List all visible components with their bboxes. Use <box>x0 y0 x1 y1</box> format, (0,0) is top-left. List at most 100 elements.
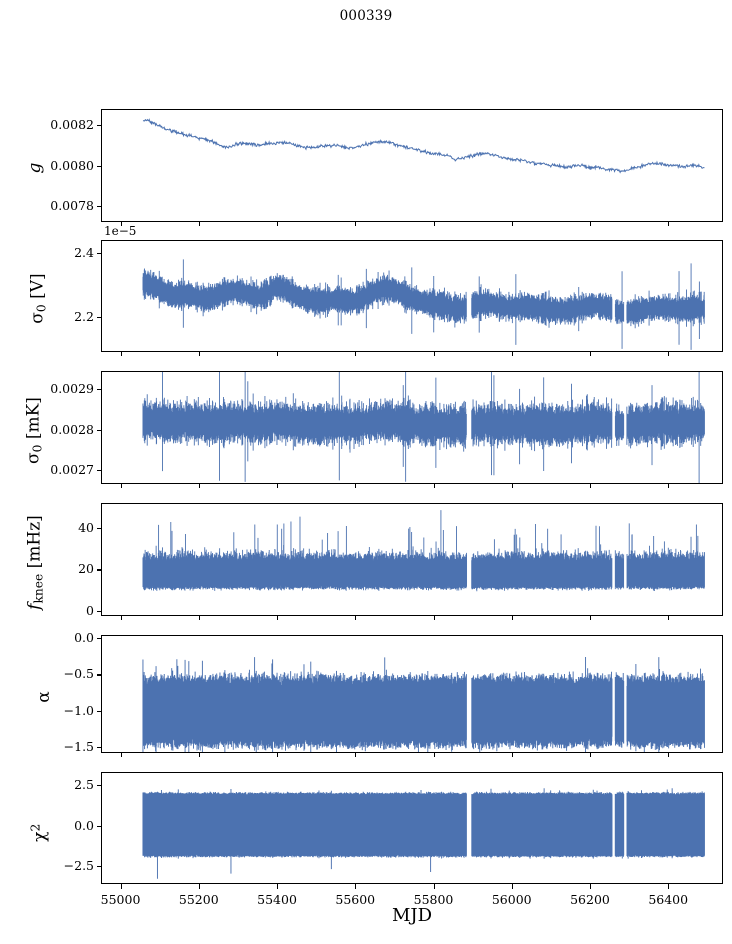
x-tick-mark <box>277 884 279 889</box>
x-tick-mark-minor <box>511 616 513 620</box>
panel-plot <box>102 372 722 483</box>
x-tick-mark-minor <box>433 352 435 356</box>
x-tick-mark-minor <box>355 616 357 620</box>
x-tick-mark-minor <box>589 753 592 757</box>
x-tick-mark-minor <box>668 484 670 488</box>
x-tick-mark-minor <box>120 753 122 757</box>
y-tick-label: 0.0082 <box>50 117 94 133</box>
x-tick-mark-minor <box>355 222 357 226</box>
x-tick-mark <box>668 884 670 889</box>
x-tick-label: 56200 <box>570 892 610 907</box>
y-tick-label: 2.5 <box>74 776 94 792</box>
y-tick-label: 0.0028 <box>50 421 94 437</box>
y-tick-mark <box>97 469 101 472</box>
x-tick-mark-minor <box>589 222 592 226</box>
panel-alpha <box>101 635 723 753</box>
data-band-sigma0-volts <box>143 259 705 350</box>
x-tick-mark-minor <box>198 753 200 757</box>
y-tick-label: 20 <box>78 561 94 577</box>
panel-plot <box>102 110 722 221</box>
y-tick-mark <box>97 610 101 612</box>
panel-sigma0-volts <box>101 240 723 352</box>
y-tick-mark <box>97 569 101 571</box>
x-tick-mark-minor <box>198 352 200 356</box>
x-tick-label: 56400 <box>648 892 689 907</box>
x-tick-mark-minor <box>511 753 513 757</box>
x-tick-mark-minor <box>668 616 670 620</box>
y-tick-mark <box>97 165 101 167</box>
y-tick-label: 0.0080 <box>50 157 94 173</box>
x-tick-mark-minor <box>433 753 435 757</box>
x-tick-label: 55600 <box>335 892 376 907</box>
x-tick-mark-minor <box>277 222 279 226</box>
y-tick-mark <box>97 252 101 254</box>
panel-plot <box>102 636 722 752</box>
x-tick-mark-minor <box>433 222 435 226</box>
x-tick-mark-minor <box>433 616 435 620</box>
x-tick-label: 55000 <box>100 892 141 907</box>
x-tick-mark <box>198 884 200 889</box>
data-band-alpha <box>143 657 705 752</box>
y-tick-mark <box>97 674 101 676</box>
y-tick-label: 40 <box>78 519 94 535</box>
x-tick-mark-minor <box>355 484 357 488</box>
x-tick-mark-minor <box>277 484 279 488</box>
x-tick-mark-minor <box>120 222 122 226</box>
x-tick-mark <box>120 884 122 889</box>
x-tick-mark-minor <box>589 484 592 488</box>
y-tick-mark <box>97 637 101 640</box>
x-tick-label: 55800 <box>413 892 454 907</box>
x-tick-mark-minor <box>120 352 122 356</box>
x-tick-mark-minor <box>589 616 592 620</box>
y-tick-label: 0 <box>86 602 94 618</box>
y-tick-mark <box>97 316 101 318</box>
y-tick-label: −2.5 <box>63 858 94 874</box>
x-tick-mark-minor <box>198 616 200 620</box>
panel-sigma0-mk <box>101 371 723 484</box>
x-tick-mark-minor <box>668 352 670 356</box>
y-tick-label: −1.0 <box>63 702 94 718</box>
x-tick-mark-minor <box>198 222 200 226</box>
x-tick-mark-minor <box>355 753 357 757</box>
panel-plot <box>102 504 722 615</box>
panel-plot <box>102 241 722 351</box>
offset-label-panel2: 1e−5 <box>104 224 137 238</box>
data-band-sigma0-mk <box>143 372 705 483</box>
x-tick-mark <box>511 884 513 889</box>
y-tick-mark <box>97 784 101 787</box>
x-tick-mark-minor <box>120 616 122 620</box>
y-tick-mark <box>97 389 101 391</box>
x-tick-mark-minor <box>668 222 670 226</box>
y-tick-label: 0.0 <box>74 629 94 645</box>
y-tick-label: 2.2 <box>74 308 94 324</box>
x-tick-mark-minor <box>511 222 513 226</box>
y-tick-label: 2.4 <box>74 244 94 260</box>
x-tick-mark-minor <box>355 352 357 356</box>
y-tick-label: −1.5 <box>63 739 94 755</box>
y-tick-label: 0.0029 <box>50 381 94 397</box>
y-tick-mark <box>97 747 101 749</box>
panel-f-knee <box>101 503 723 616</box>
x-tick-mark <box>433 884 435 889</box>
x-tick-mark-minor <box>589 352 592 356</box>
x-tick-mark-minor <box>511 484 513 488</box>
x-tick-label: 56000 <box>491 892 532 907</box>
data-band-f-knee <box>143 510 705 591</box>
figure-title: 000339 <box>339 8 393 24</box>
x-tick-mark-minor <box>120 484 122 488</box>
xaxis-label: MJD <box>391 905 433 926</box>
x-tick-label: 55400 <box>257 892 297 907</box>
x-tick-mark-minor <box>668 753 670 757</box>
y-tick-label: 0.0027 <box>50 461 94 477</box>
ylabel-sigma0-volts: σ0 [V] <box>27 273 49 324</box>
x-tick-mark <box>589 884 592 889</box>
y-tick-mark <box>97 825 101 827</box>
y-tick-label: 0.0 <box>74 817 94 833</box>
y-tick-mark <box>97 866 101 868</box>
x-tick-mark <box>355 884 357 889</box>
x-tick-mark-minor <box>433 484 435 488</box>
y-tick-mark <box>97 429 101 431</box>
data-line-gain <box>143 120 705 173</box>
x-tick-mark-minor <box>277 352 279 356</box>
